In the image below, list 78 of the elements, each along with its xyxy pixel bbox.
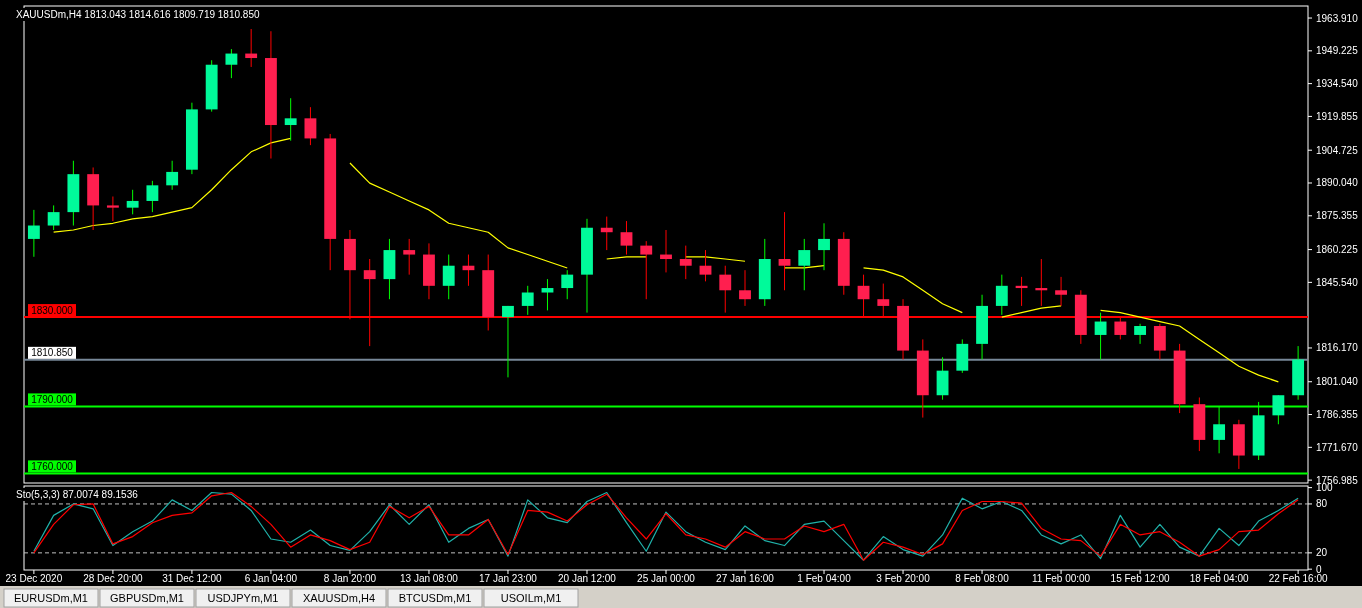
x-tick-label: 23 Dec 2020: [5, 573, 63, 584]
candlestick: [284, 97, 297, 142]
y-tick-label: 1801.040: [1316, 376, 1359, 388]
y-tick-label: 1845.540: [1316, 276, 1359, 288]
candlestick: [561, 269, 574, 300]
y-tick-label: 1771.670: [1316, 441, 1359, 453]
candlestick: [106, 195, 119, 222]
x-tick-label: 18 Feb 04:00: [1189, 573, 1250, 584]
y-tick-label: 1860.225: [1316, 244, 1359, 256]
candlestick: [778, 211, 791, 291]
x-tick-label: 11 Feb 00:00: [1031, 573, 1091, 584]
y-tick-label: 1875.355: [1316, 210, 1359, 222]
text: USDJPYm,M1: [207, 591, 279, 604]
chart-title: XAUUSDm,H4 1813.043 1814.616 1809.719 1810.850: [16, 9, 260, 20]
x-tick-label: 3 Feb 20:00: [876, 573, 931, 584]
x-tick-label: 22 Feb 16:00: [1268, 573, 1329, 584]
y-tick-label: 0: [1316, 563, 1322, 575]
candlestick: [245, 28, 258, 68]
candlestick: [798, 238, 811, 291]
x-tick-label: 8 Jan 20:00: [323, 573, 377, 584]
x-tick-label: 28 Dec 20:00: [83, 573, 144, 584]
x-tick-label: 1 Feb 04:00: [797, 573, 852, 584]
x-tick-label: 31 Dec 12:00: [162, 573, 223, 584]
text: XAUUSDm,H4: [302, 591, 376, 604]
x-tick-label: 6 Jan 04:00: [244, 573, 298, 584]
candlestick: [818, 222, 830, 271]
candlestick: [679, 245, 692, 280]
candlestick: [640, 240, 653, 300]
x-tick-label: 15 Feb 12:00: [1110, 573, 1170, 584]
candlestick: [719, 265, 732, 314]
text: USOILm,M1: [500, 591, 562, 604]
y-tick-label: 1919.855: [1316, 110, 1359, 122]
ref-line-label: 1790.000: [31, 393, 74, 405]
candlestick: [660, 229, 672, 273]
candlestick: [995, 274, 1008, 316]
candlestick: [304, 106, 317, 146]
y-tick-label: 20: [1316, 547, 1328, 559]
x-tick-label: 13 Jan 08:00: [400, 573, 459, 584]
candlestick: [699, 249, 712, 282]
text: BTCUSDm,M1: [398, 591, 472, 604]
candlestick: [1055, 276, 1067, 307]
y-tick-label: 1934.540: [1316, 78, 1359, 90]
candlestick: [166, 160, 179, 191]
y-tick-label: 1890.040: [1316, 177, 1359, 189]
candlestick: [620, 220, 633, 256]
y-tick-label: 80: [1316, 498, 1328, 510]
text: EURUSDm,M1: [14, 591, 88, 604]
candlestick: [1094, 312, 1107, 361]
candlestick: [1035, 258, 1048, 307]
y-tick-label: 100: [1316, 482, 1334, 494]
y-tick-label: 1963.910: [1316, 12, 1359, 24]
candlestick: [502, 305, 514, 378]
candlestick: [541, 278, 554, 311]
x-tick-label: 8 Feb 08:00: [955, 573, 1010, 584]
ref-line-label: 1760.000: [31, 460, 74, 472]
candlestick: [225, 48, 238, 79]
y-tick-label: 1904.725: [1316, 144, 1359, 156]
y-tick-label: 1816.170: [1316, 342, 1359, 354]
ref-line-label: 1810.850: [31, 347, 74, 359]
candlestick: [126, 189, 139, 215]
x-tick-label: 17 Jan 23:00: [479, 573, 538, 584]
candlestick: [739, 269, 751, 307]
chart-title: Sto(5,3,3) 87.0074 89.1536: [16, 489, 139, 500]
candlestick: [403, 238, 416, 276]
ref-line-label: 1830.000: [31, 304, 74, 316]
x-tick-label: 27 Jan 16:00: [716, 573, 775, 584]
x-tick-label: 20 Jan 12:00: [558, 573, 617, 584]
candlestick: [600, 216, 613, 251]
candlestick: [442, 254, 455, 300]
text: GBPUSDm,M1: [110, 591, 184, 604]
candlestick: [27, 209, 40, 258]
candlestick: [47, 204, 60, 231]
candlestick: [521, 285, 534, 316]
candlestick: [1134, 323, 1147, 345]
x-tick-label: 25 Jan 00:00: [637, 573, 696, 584]
y-tick-label: 1949.225: [1316, 45, 1359, 57]
y-tick-label: 1786.355: [1316, 409, 1359, 421]
candlestick: [146, 180, 159, 213]
